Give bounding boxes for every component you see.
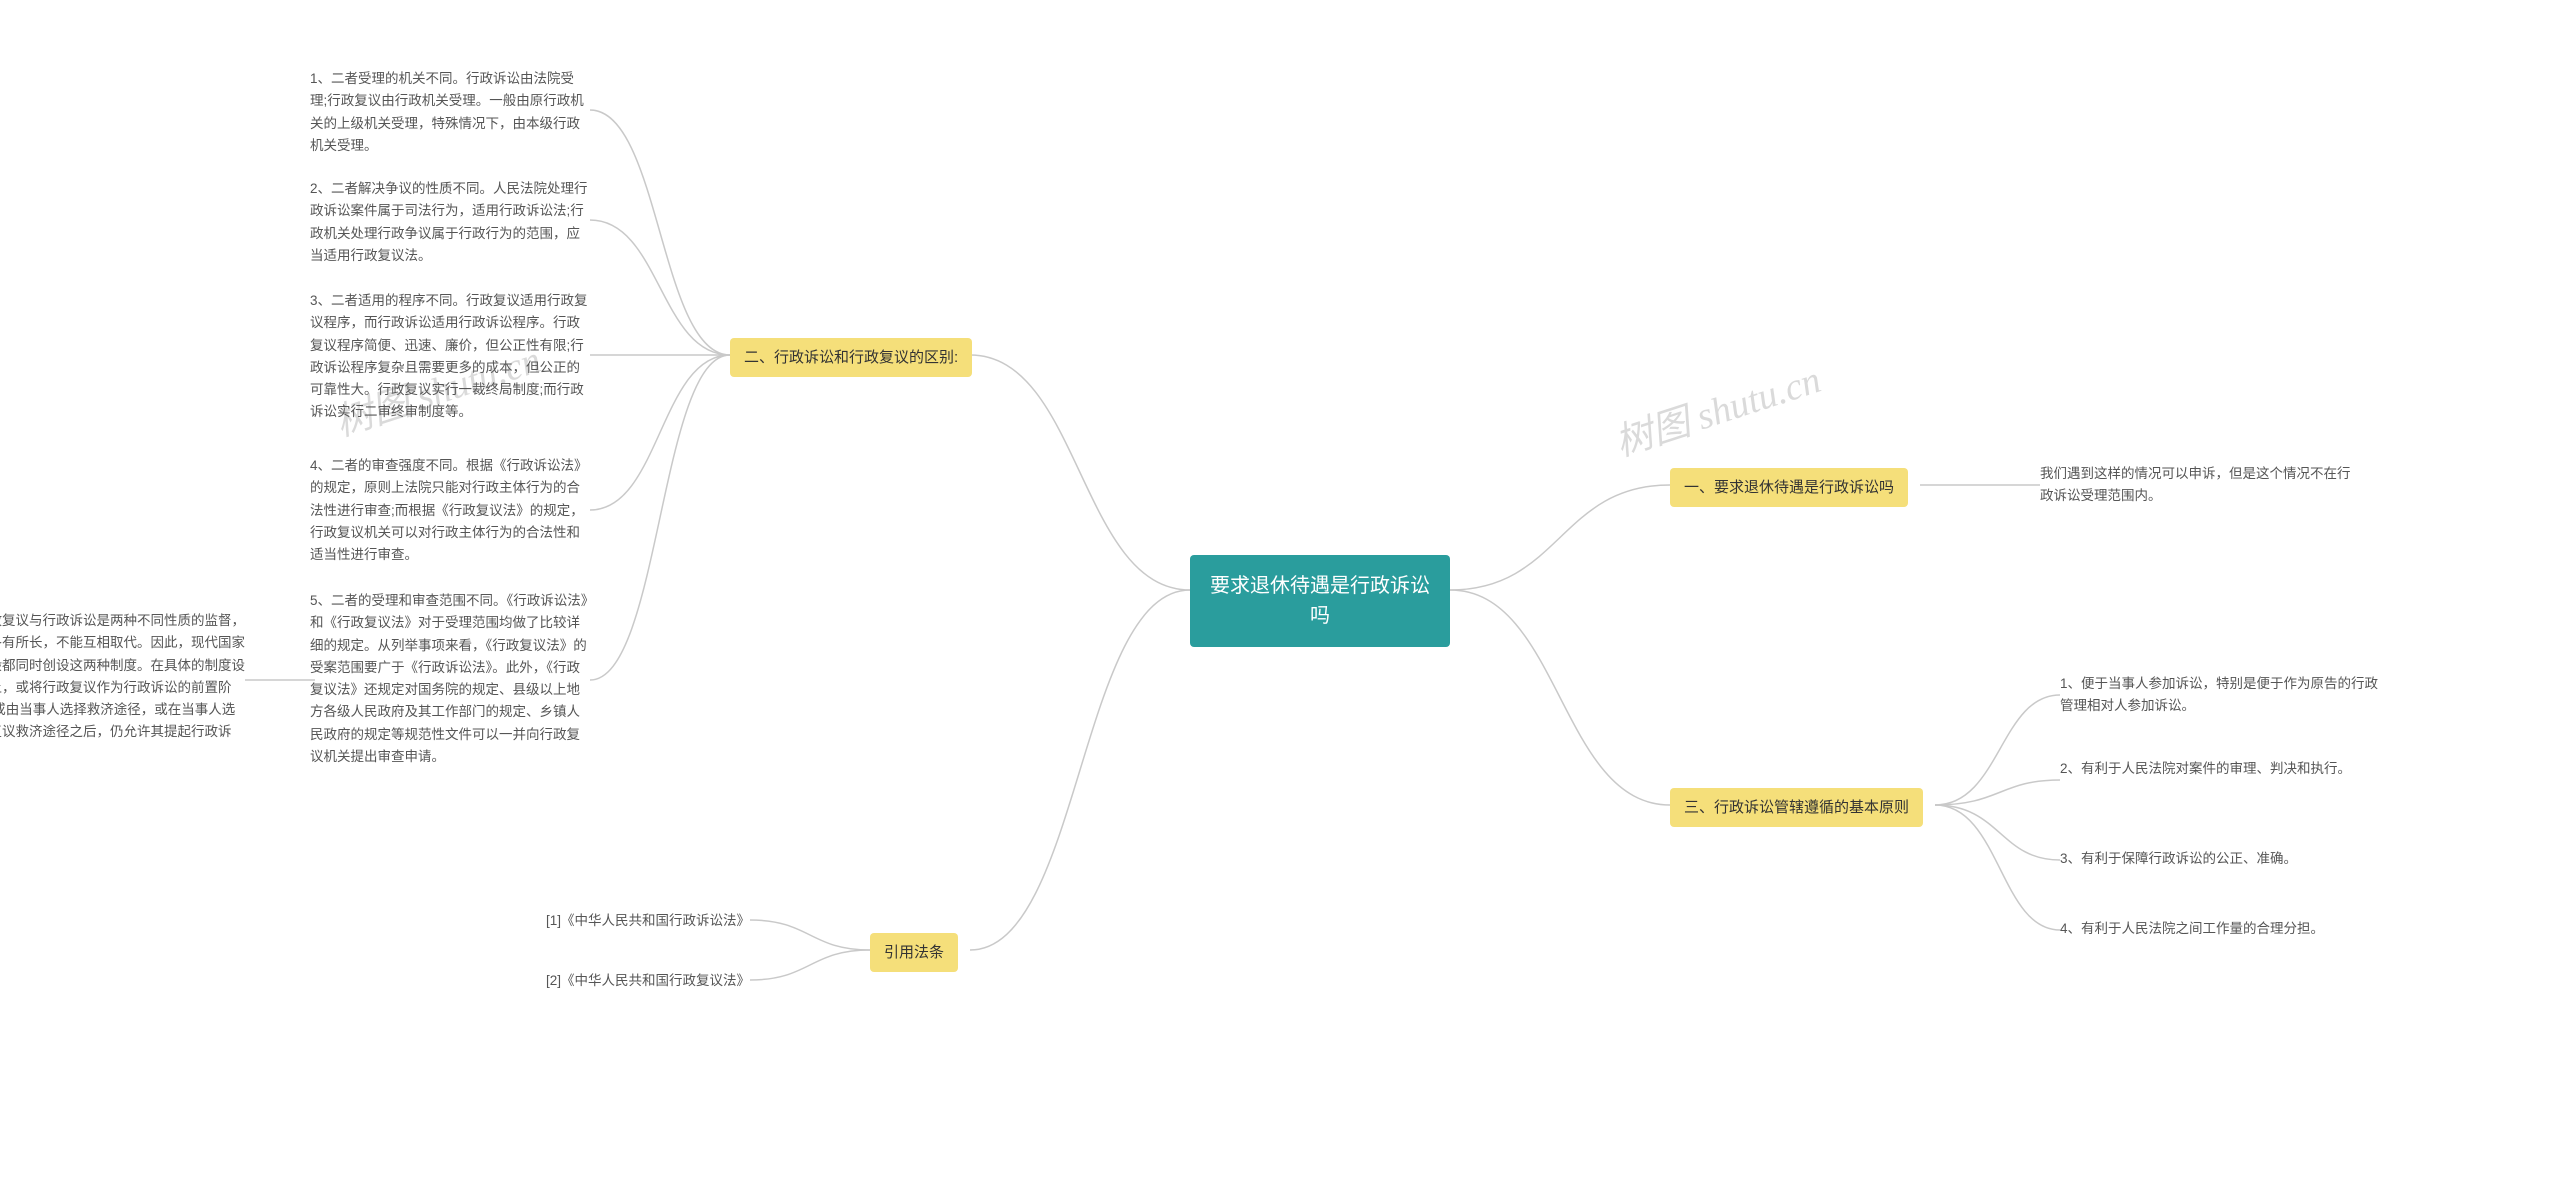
branch-3-leaf-1: 1、便于当事人参加诉讼，特别是便于作为原告的行政管理相对人参加诉讼。 <box>2060 673 2380 718</box>
root-line2: 吗 <box>1310 605 1330 627</box>
branch-3-leaf-3: 3、有利于保障行政诉讼的公正、准确。 <box>2060 848 2297 870</box>
branch-1-leaf-1: 我们遇到这样的情况可以申诉，但是这个情况不在行政诉讼受理范围内。 <box>2040 463 2360 508</box>
watermark: 树图 shutu.cn <box>1607 348 1827 466</box>
branch-4-leaf-2: [2]《中华人民共和国行政复议法》 <box>520 970 750 992</box>
mindmap-canvas: 树图 shutu.cn 树图 shutu.cn 要求退休待遇是行政诉讼 吗 <box>0 0 2560 1179</box>
branch-2-leaf-5: 5、二者的受理和审查范围不同。《行政诉讼法》和《行政复议法》对于受理范围均做了比… <box>310 590 590 768</box>
branch-2-leaf-1: 1、二者受理的机关不同。行政诉讼由法院受理;行政复议由行政机关受理。一般由原行政… <box>310 68 590 157</box>
branch-4-leaf-1: [1]《中华人民共和国行政诉讼法》 <box>520 910 750 932</box>
branch-1[interactable]: 一、要求退休待遇是行政诉讼吗 <box>1670 468 1908 507</box>
root-node[interactable]: 要求退休待遇是行政诉讼 吗 <box>1190 555 1450 647</box>
branch-2-leaf-4: 4、二者的审查强度不同。根据《行政诉讼法》的规定，原则上法院只能对行政主体行为的… <box>310 455 590 566</box>
branch-2-leaf-3: 3、二者适用的程序不同。行政复议适用行政复议程序，而行政诉讼适用行政诉讼程序。行… <box>310 290 590 424</box>
branch-2[interactable]: 二、行政诉讼和行政复议的区别: <box>730 338 972 377</box>
branch-3-leaf-2: 2、有利于人民法院对案件的审理、判决和执行。 <box>2060 758 2351 780</box>
branch-2-leaf-2: 2、二者解决争议的性质不同。人民法院处理行政诉讼案件属于司法行为，适用行政诉讼法… <box>310 178 590 267</box>
root-line1: 要求退休待遇是行政诉讼 <box>1210 575 1430 597</box>
branch-2-leaf-5-extra: 行政复议与行政诉讼是两种不同性质的监督，且各有所长，不能互相取代。因此，现代国家… <box>0 610 245 766</box>
branch-4[interactable]: 引用法条 <box>870 933 958 972</box>
branch-3[interactable]: 三、行政诉讼管辖遵循的基本原则 <box>1670 788 1923 827</box>
branch-3-leaf-4: 4、有利于人民法院之间工作量的合理分担。 <box>2060 918 2324 940</box>
